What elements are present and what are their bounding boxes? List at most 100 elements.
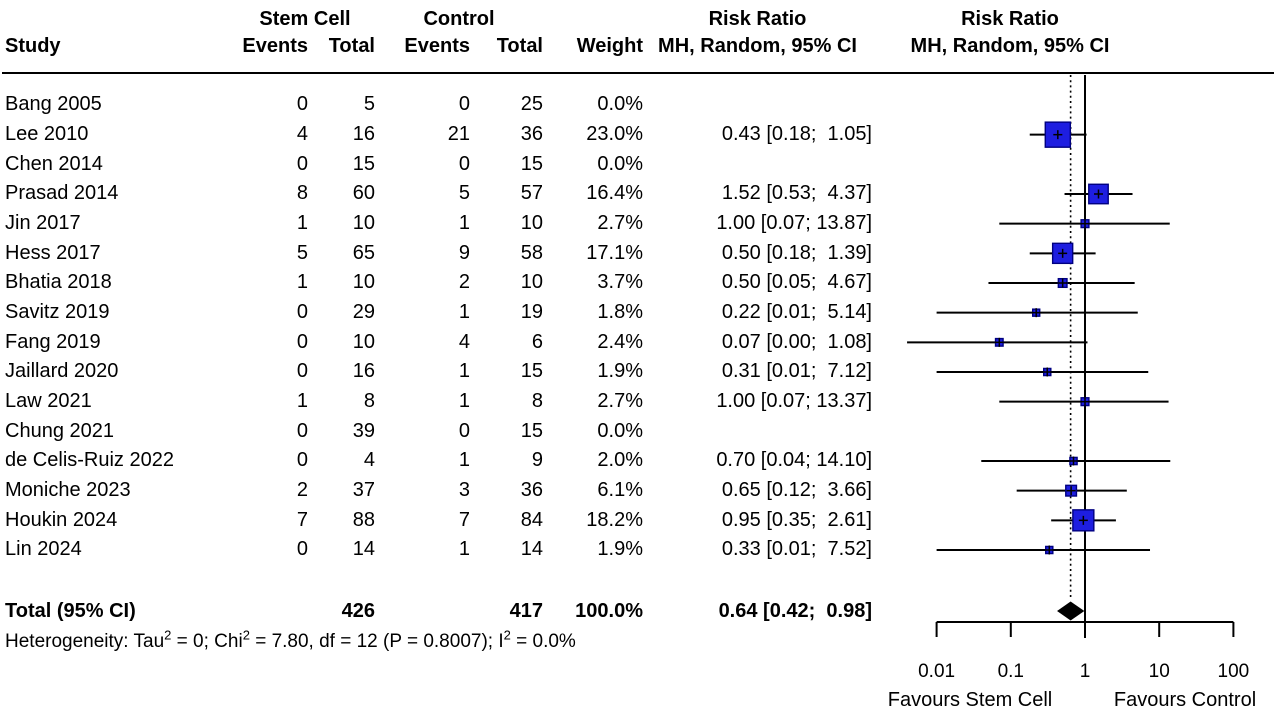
spacer — [375, 596, 470, 626]
x-axis-tick-label: 10 — [1149, 661, 1170, 682]
study-name: Jin 2017 — [5, 211, 81, 234]
control-events: 7 — [458, 508, 470, 531]
total-label: Total (95% CI) — [5, 600, 136, 622]
study-name: Chung 2021 — [5, 419, 114, 442]
control-events: 0 — [458, 152, 470, 175]
table-row: Chen 2014 0 15 0 15 0.0% — [5, 150, 872, 180]
heterogeneity-text: Heterogeneity: Tau — [5, 631, 165, 652]
study-name: Law 2021 — [5, 389, 92, 412]
study-name: Savitz 2019 — [5, 300, 110, 323]
stem-cell-total: 8 — [363, 389, 375, 412]
x-axis-tick-label: 1 — [1080, 661, 1091, 682]
stem-cell-total: 88 — [352, 508, 375, 531]
table-column-header-row: Study Events Total Events Total Weight M… — [5, 32, 872, 60]
heterogeneity-text: = 7.80, df = 12 (P = 0.8007); I — [249, 631, 504, 652]
study-name: Moniche 2023 — [5, 478, 131, 501]
control-total: 15 — [520, 419, 543, 442]
total-stem-cell-total: 426 — [341, 600, 375, 622]
risk-ratio-ci-text — [643, 150, 872, 180]
control-total: 8 — [531, 389, 543, 412]
stem-cell-total: 29 — [352, 300, 375, 323]
control-total: 57 — [520, 182, 543, 205]
table-row: Bhatia 2018 1 10 2 10 3.7% 0.50 [0.05; 4.67] — [5, 268, 872, 298]
risk-ratio-ci-text: 0.31 [0.01; 7.12] — [721, 360, 872, 383]
risk-ratio-ci-text: 1.52 [0.53; 4.37] — [721, 182, 872, 205]
study-column-header: Study — [5, 35, 61, 57]
weight-value: 2.0% — [597, 449, 643, 472]
x-axis-tick-label: 100 — [1218, 661, 1250, 682]
total-risk-ratio-ci: 0.64 [0.42; 0.98] — [718, 600, 872, 622]
stem-cell-events: 0 — [296, 360, 308, 383]
stem-cell-total: 65 — [352, 241, 375, 264]
stem-cell-events: 0 — [296, 330, 308, 353]
weight-value: 16.4% — [586, 182, 643, 205]
heterogeneity-text: = 0; Chi — [171, 631, 243, 652]
heterogeneity-note: Heterogeneity: Tau2 = 0; Chi2 = 7.80, df… — [5, 629, 576, 655]
control-total: 15 — [520, 152, 543, 175]
stem-cell-total: 14 — [352, 538, 375, 561]
plot-column-title: Risk Ratio — [961, 8, 1059, 30]
risk-ratio-ci-text: 1.00 [0.07; 13.87] — [716, 211, 872, 234]
control-total: 84 — [520, 508, 543, 531]
study-name: Jaillard 2020 — [5, 360, 119, 383]
study-name: Lee 2010 — [5, 122, 89, 145]
table-row: Bang 2005 0 5 0 25 0.0% — [5, 90, 872, 120]
table-row: Lin 2024 0 14 1 14 1.9% 0.33 [0.01; 7.52] — [5, 535, 872, 565]
stem-cell-events: 0 — [296, 419, 308, 442]
stem-cell-total: 15 — [352, 152, 375, 175]
control-events: 0 — [458, 93, 470, 116]
table-row: Chung 2021 0 39 0 15 0.0% — [5, 417, 872, 447]
risk-ratio-ci-text: 0.07 [0.00; 1.08] — [721, 330, 872, 353]
heterogeneity-text: = 0.0% — [510, 631, 576, 652]
control-events: 1 — [458, 300, 470, 323]
control-events: 9 — [458, 241, 470, 264]
study-name: de Celis-Ruiz 2022 — [5, 449, 174, 472]
risk-ratio-ci-text — [643, 417, 872, 447]
stem-cell-events: 4 — [296, 122, 308, 145]
stem-cell-total: 16 — [352, 360, 375, 383]
weight-value: 0.0% — [597, 93, 643, 116]
study-name: Prasad 2014 — [5, 182, 119, 205]
stem-cell-events: 0 — [296, 152, 308, 175]
weight-value: 3.7% — [597, 271, 643, 294]
control-events: 4 — [458, 330, 470, 353]
control-total: 19 — [520, 300, 543, 323]
table-row: Hess 2017 5 65 9 58 17.1% 0.50 [0.18; 1.39] — [5, 239, 872, 269]
risk-ratio-ci-text: 0.50 [0.18; 1.39] — [721, 241, 872, 264]
study-name: Fang 2019 — [5, 330, 101, 353]
control-total: 58 — [520, 241, 543, 264]
control-events: 1 — [458, 360, 470, 383]
total-control-total: 417 — [509, 600, 543, 622]
control-events-header: Events — [404, 35, 470, 57]
risk-ratio-column-subtitle: MH, Random, 95% CI — [658, 35, 857, 57]
weight-value: 2.7% — [597, 211, 643, 234]
stem-cell-events: 1 — [296, 271, 308, 294]
x-axis-tick-label: 0.1 — [998, 661, 1024, 682]
stem-cell-total: 4 — [363, 449, 375, 472]
control-total: 36 — [520, 122, 543, 145]
study-name: Hess 2017 — [5, 241, 101, 264]
stem-cell-events: 0 — [296, 300, 308, 323]
control-events: 1 — [458, 211, 470, 234]
stem-cell-events: 0 — [296, 449, 308, 472]
table-row: Houkin 2024 7 88 7 84 18.2% 0.95 [0.35; 2.61] — [5, 506, 872, 536]
stem-cell-total: 10 — [352, 330, 375, 353]
weight-value: 1.8% — [597, 300, 643, 323]
weight-value: 18.2% — [586, 508, 643, 531]
control-events: 5 — [458, 182, 470, 205]
table-group-header-row: Stem Cell Control Risk Ratio — [5, 6, 872, 32]
control-events: 1 — [458, 449, 470, 472]
control-events: 2 — [458, 271, 470, 294]
study-name: Bang 2005 — [5, 93, 102, 116]
control-events: 3 — [458, 478, 470, 501]
control-total: 36 — [520, 478, 543, 501]
table-row: Law 2021 1 8 1 8 2.7% 1.00 [0.07; 13.37] — [5, 387, 872, 417]
stem-cell-events-header: Events — [242, 35, 308, 57]
weight-value: 17.1% — [586, 241, 643, 264]
risk-ratio-ci-text: 0.50 [0.05; 4.67] — [721, 271, 872, 294]
x-axis-tick-label: 0.01 — [918, 661, 955, 682]
risk-ratio-ci-text: 0.95 [0.35; 2.61] — [721, 508, 872, 531]
risk-ratio-ci-text: 0.65 [0.12; 3.66] — [721, 478, 872, 501]
